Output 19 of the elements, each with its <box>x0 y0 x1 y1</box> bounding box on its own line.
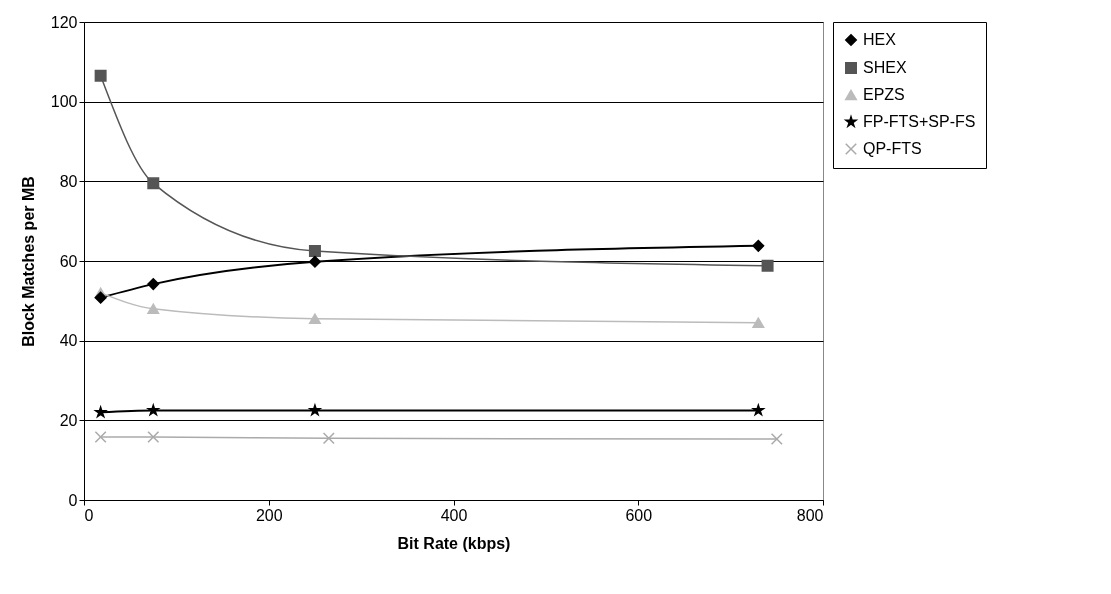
x-tick-label: 600 <box>625 506 653 524</box>
x-tick-label: 200 <box>255 506 283 524</box>
legend-label: SHEX <box>863 59 907 76</box>
y-tick-label: 20 <box>59 411 78 429</box>
legend-label: HEX <box>863 31 897 48</box>
legend-label: QP-FTS <box>863 140 922 157</box>
x-tick-label: 800 <box>796 506 824 524</box>
x-axis-title: Bit Rate (kbps) <box>397 534 511 552</box>
x-tick-label: 400 <box>440 506 468 524</box>
y-tick-label: 60 <box>59 252 78 270</box>
y-tick-label: 120 <box>50 13 78 31</box>
y-axis-title: Block Matches per MB <box>19 176 37 347</box>
y-tick-label: 40 <box>59 332 78 350</box>
y-tick-label: 80 <box>59 172 78 190</box>
x-tick-label: 0 <box>84 506 94 524</box>
legend-label: FP-FTS+SP-FS <box>863 113 976 130</box>
y-tick-label: 0 <box>68 491 78 509</box>
legend-label: EPZS <box>863 86 905 103</box>
y-tick-label: 100 <box>50 93 78 111</box>
